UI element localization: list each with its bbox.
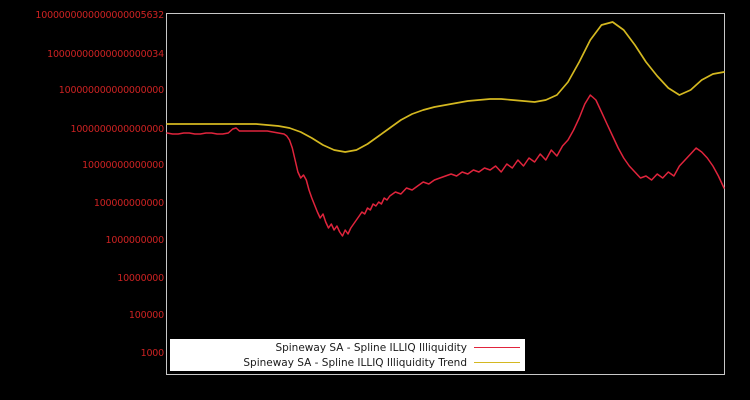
y-tick-label: 10000000000000 xyxy=(82,160,164,171)
plot-area-frame xyxy=(166,13,725,375)
y-tick-label: 100000000000 xyxy=(93,198,164,209)
y-tick-label: 1000 xyxy=(140,348,165,359)
y-tick-label: 1000000000 xyxy=(105,235,165,246)
legend-item-trend[interactable]: Spineway SA - Spline ILLIQ Illiquidity T… xyxy=(171,355,524,370)
series-line-trend xyxy=(166,21,725,153)
y-tick-label: 1000000000000000005632 xyxy=(35,10,164,21)
y-tick-label: 10000000000000000034 xyxy=(47,49,164,60)
legend-label-trend: Spineway SA - Spline ILLIQ Illiquidity T… xyxy=(243,356,467,369)
legend-item-illiquidity[interactable]: Spineway SA - Spline ILLIQ Illiquidity xyxy=(171,340,524,355)
legend-swatch-illiquidity xyxy=(474,347,520,348)
chart-legend[interactable]: Spineway SA - Spline ILLIQ Illiquidity S… xyxy=(170,339,525,371)
y-tick-label: 100000 xyxy=(128,310,164,321)
series-group xyxy=(166,21,725,237)
series-line-illiquidity xyxy=(166,94,725,237)
y-tick-label: 10000000 xyxy=(117,273,164,284)
legend-swatch-trend xyxy=(474,362,520,363)
y-tick-label: 1000000000000000 xyxy=(70,124,164,135)
legend-label-illiquidity: Spineway SA - Spline ILLIQ Illiquidity xyxy=(275,341,467,354)
y-tick-label: 100000000000000000 xyxy=(58,85,164,96)
